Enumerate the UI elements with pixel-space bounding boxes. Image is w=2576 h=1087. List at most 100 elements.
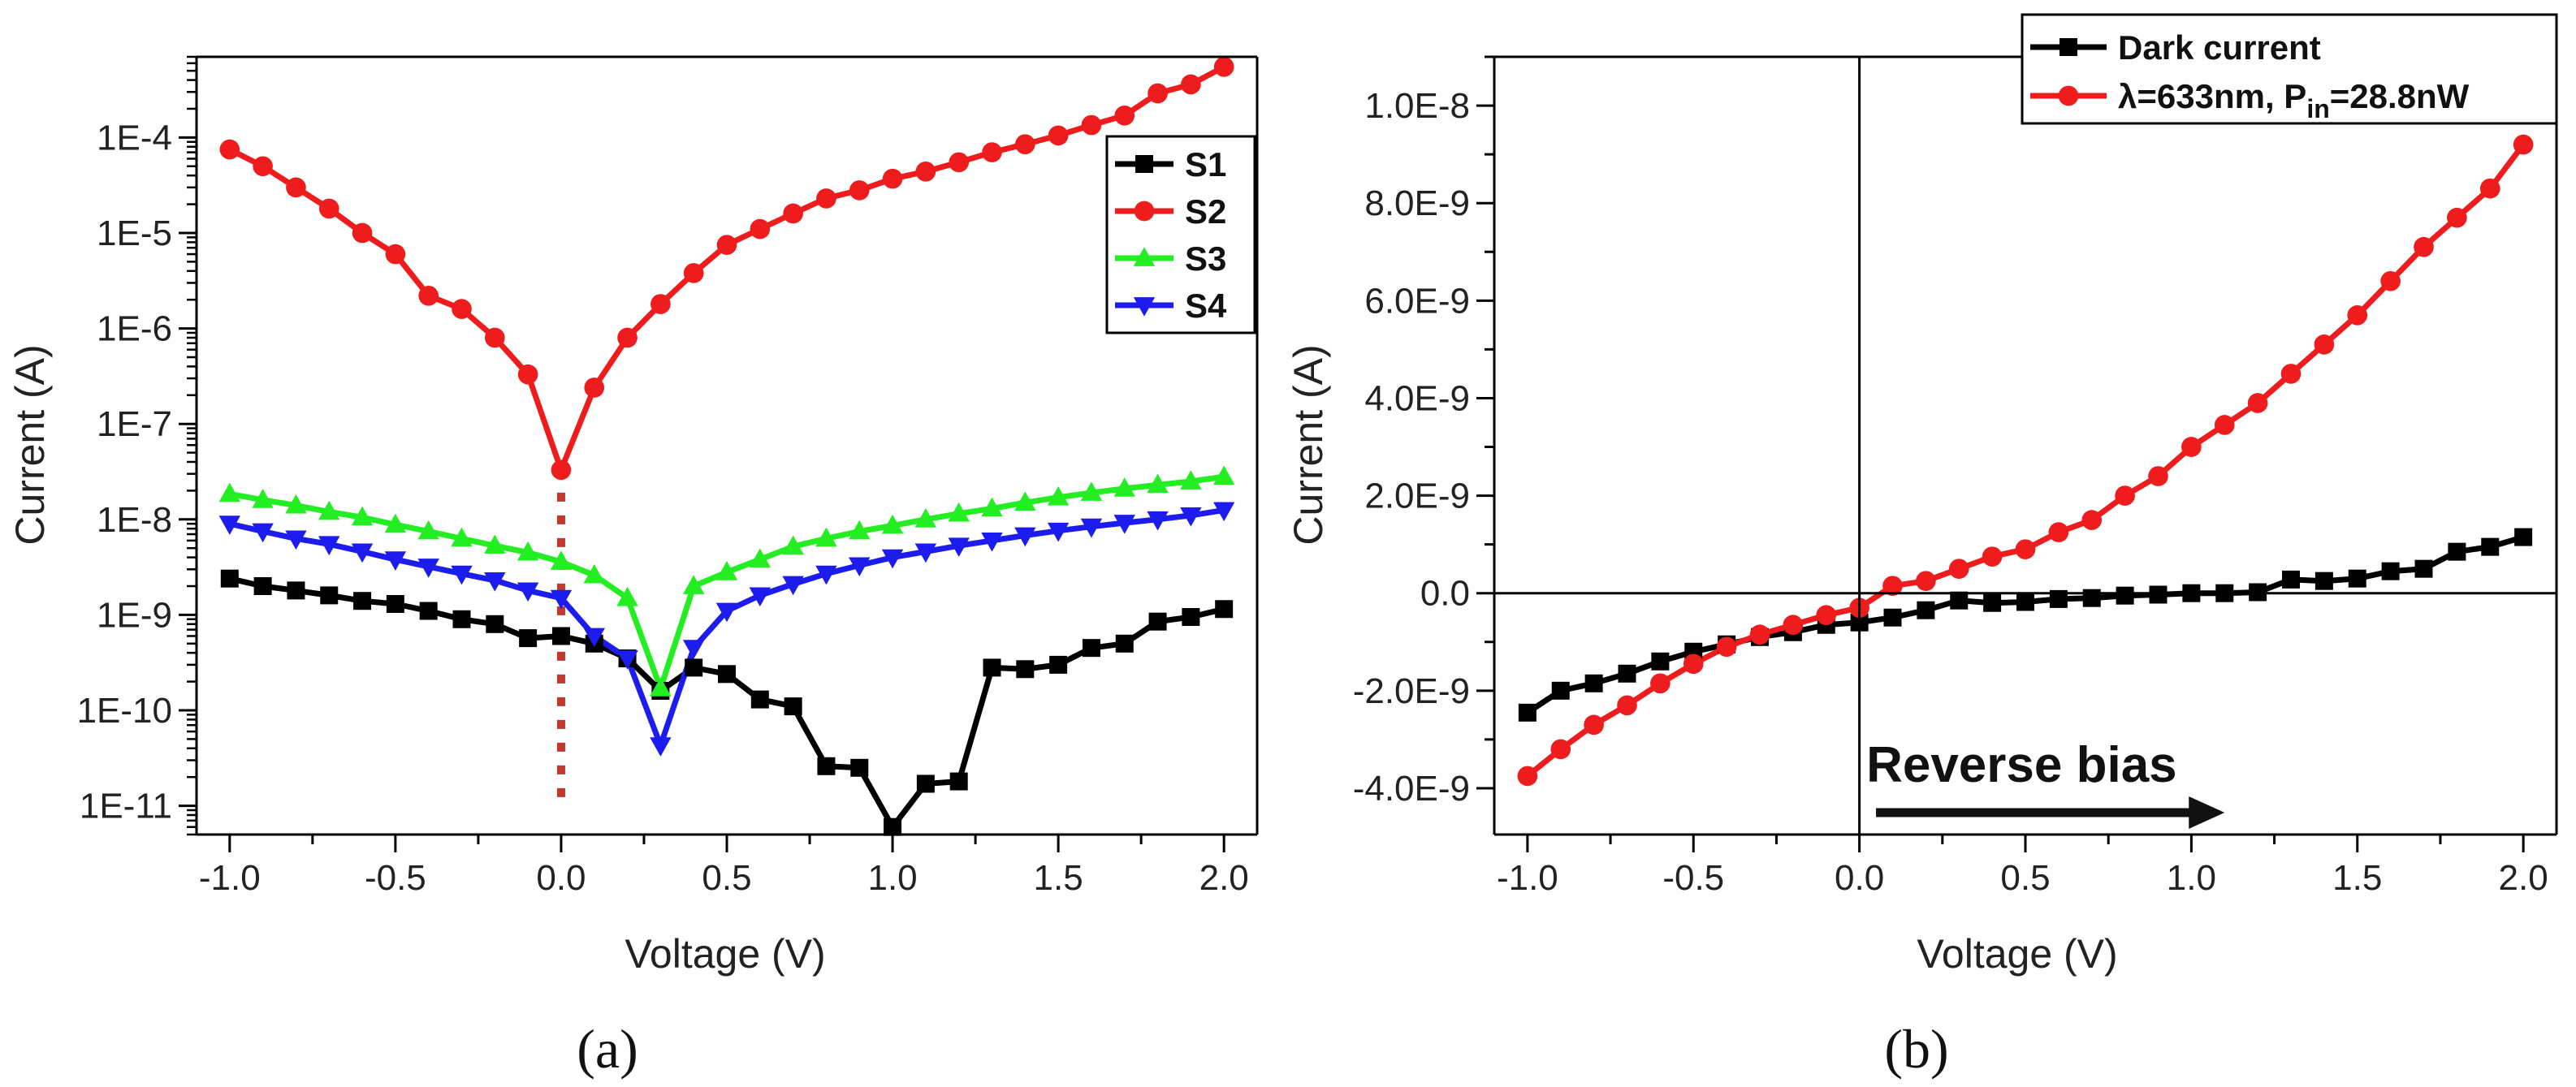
panel-a-series-1-point xyxy=(486,615,504,633)
panel-a-series-2-point xyxy=(716,235,737,255)
panel-a-series-3-point xyxy=(914,508,937,528)
panel-b-series-1-point xyxy=(2414,559,2433,578)
panel-a-y-tick-label: 1E-6 xyxy=(97,309,172,349)
panel-a-series-4-point xyxy=(318,536,340,556)
panel-a-legend: S1 S2 S3 S4 xyxy=(1105,135,1256,334)
panel-a-series-1-point xyxy=(1049,655,1068,674)
panel-b-series-2-point xyxy=(2247,393,2268,413)
panel-a-series-1-point xyxy=(386,594,404,613)
panel-b-series-1-point xyxy=(2116,586,2134,605)
panel-b-series-2-point xyxy=(1584,714,1604,735)
panel-a-series-3-point xyxy=(1014,491,1036,511)
panel-a-series-2-point xyxy=(949,152,970,173)
panel-a-series-1-point xyxy=(551,627,570,645)
panel-b-series-2-point xyxy=(2380,270,2401,291)
panel-a-series-3-point xyxy=(218,482,241,503)
panel-b-reverse-bias-text: Reverse bias xyxy=(1866,737,2177,793)
panel-a-legend-label: S2 xyxy=(1185,192,1226,231)
panel-b-x-tick-label: 0.0 xyxy=(1835,858,1884,898)
panel-a-markers xyxy=(218,56,1235,836)
panel-a-series-1-point xyxy=(916,774,935,793)
legend-label-tail: =28.8nW xyxy=(2330,77,2470,115)
panel-a-series-2-line xyxy=(228,64,1225,473)
panel-a-series-2-point xyxy=(650,294,671,314)
panel-a-xlabel: Voltage (V) xyxy=(625,931,825,977)
panel-b-series-1-point xyxy=(2149,585,2168,604)
panel-a-series-1-point xyxy=(220,569,239,588)
panel-a-legend-swatch-marker xyxy=(1134,201,1155,222)
panel-a-series-2-point xyxy=(286,177,306,198)
panel-a-x-tick-label: 2.0 xyxy=(1199,858,1249,898)
panel-b-legend-label: Dark current xyxy=(2118,28,2321,67)
panel-a-series-2-point xyxy=(517,364,538,385)
panel-a-series-1-point xyxy=(1115,634,1134,653)
panel-b-series-2-line xyxy=(1525,142,2526,779)
panel-a-series-1-point xyxy=(1215,600,1234,619)
panel-a-series-3-point xyxy=(948,502,970,522)
panel-b-series-2-point xyxy=(1517,766,1538,787)
panel-b-y-tick-label: 0.0 xyxy=(1420,574,1470,614)
panel-a-series-4-point xyxy=(1147,511,1169,531)
panel-b-series-1-line xyxy=(1525,534,2525,715)
panel-b-series-1-point xyxy=(2082,589,2101,607)
panel-a-y-tick-label: 1E-9 xyxy=(97,595,172,635)
panel-a-series-3-point xyxy=(1113,477,1135,497)
panel-a-series-2-point xyxy=(1048,125,1069,146)
panel-a-series-2-point xyxy=(617,327,638,348)
panel-a-series-1-point xyxy=(320,586,339,605)
panel-b-series-1-point xyxy=(1950,591,1969,610)
panel-a-series-2-point xyxy=(1081,114,1102,136)
panel-a-series-4-point xyxy=(1212,502,1235,522)
panel-b-series-2-point xyxy=(2314,334,2335,355)
panel-a-series-3-point xyxy=(550,550,573,570)
panel-a-series-3-point xyxy=(849,520,871,540)
panel-b-x-tick-label: -1.0 xyxy=(1497,858,1558,898)
panel-a-series-4-point xyxy=(1080,518,1103,538)
panel-a-series-4-point xyxy=(583,628,605,648)
legend-label-main: λ=633nm, P xyxy=(2118,77,2306,115)
panel-b-y-tick-label: 4.0E-9 xyxy=(1364,378,1470,418)
panel-a-series-1-point xyxy=(1148,612,1167,631)
panel-b-x-tick-label: 0.5 xyxy=(2000,858,2050,898)
panel-b-series-2-point xyxy=(1882,576,1903,597)
panel-a-series-4-point xyxy=(285,530,307,550)
panel-a-series-1-point xyxy=(784,697,802,716)
panel-a-series-2-point xyxy=(584,377,605,398)
panel-b-series-2-point xyxy=(2015,539,2036,559)
panel-b-xlabel: Voltage (V) xyxy=(1917,931,2117,977)
panel-a-series-3-point xyxy=(1047,485,1070,506)
panel-a-series-3-point xyxy=(981,497,1003,517)
panel-a-x-tick-label: 1.5 xyxy=(1034,858,1083,898)
panel-a-label: (a) xyxy=(577,1018,638,1080)
panel-a-series-4-point xyxy=(351,543,374,563)
panel-a-y-tick-label: 1E-11 xyxy=(80,787,172,826)
panel-a-series-1-point xyxy=(419,602,438,620)
panel-a-series-2-point xyxy=(1114,105,1135,126)
panel-a-series-3-point xyxy=(451,527,473,547)
panel-b-series-lines xyxy=(1525,142,2526,779)
panel-a-y-tick-label: 1E-10 xyxy=(77,691,172,731)
panel-b-legend-swatch-marker xyxy=(2060,38,2077,56)
panel-a-series-4-point xyxy=(417,559,439,578)
panel-a-series-2-point xyxy=(816,188,836,209)
panel-a-series-2-point xyxy=(982,142,1002,162)
panel-b-series-2-point xyxy=(2513,134,2534,155)
panel-a-series-4-point xyxy=(252,523,274,543)
panel-a-series-4-point xyxy=(782,576,804,596)
panel-a-series-2-point xyxy=(253,156,273,177)
panel-b-series-2-point xyxy=(1948,559,1969,579)
panel-a-series-4-point xyxy=(682,640,705,659)
panel-a-legend-swatch-marker xyxy=(1133,247,1156,266)
panel-a-series-3-point xyxy=(1080,481,1103,501)
panel-a-series-3-point xyxy=(484,534,506,554)
panel-b-series-1-point xyxy=(2282,570,2300,589)
panel-b-series-2-point xyxy=(2347,305,2368,326)
panel-b-series-1-point xyxy=(1983,593,2002,612)
panel-a-legend-swatch-marker xyxy=(1135,155,1153,173)
panel-b-ylabel: Current (A) xyxy=(1286,344,1331,545)
panel-b-series-1-point xyxy=(1584,674,1603,692)
panel-b-series-1-point xyxy=(2348,569,2366,588)
panel-a-series-2-point xyxy=(1014,134,1035,155)
panel-b-series-2-point xyxy=(1982,546,2003,567)
panel-a-legend-label: S4 xyxy=(1185,287,1227,325)
